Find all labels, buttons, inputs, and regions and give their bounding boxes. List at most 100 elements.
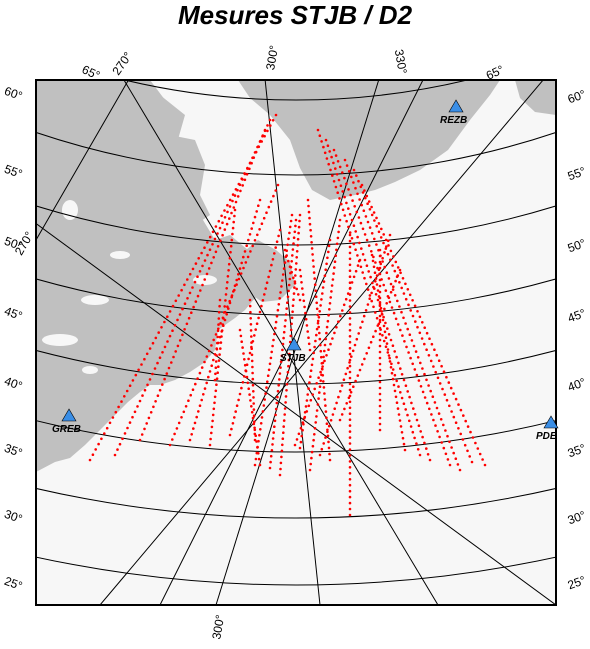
track-point: [317, 316, 321, 319]
track-point: [279, 360, 283, 364]
track-point: [325, 262, 328, 266]
track-point: [397, 413, 401, 416]
track-point: [191, 388, 195, 392]
track-point: [274, 326, 277, 330]
track-point: [88, 458, 92, 462]
track-point: [284, 401, 287, 404]
track-point: [284, 313, 288, 316]
track-point: [342, 303, 346, 307]
track-point: [103, 432, 106, 435]
track-point: [441, 387, 444, 391]
track-point: [245, 173, 249, 176]
track-point: [315, 333, 318, 337]
track-point: [324, 404, 327, 407]
track-point: [419, 361, 422, 365]
track-point: [253, 239, 257, 242]
track-point: [365, 238, 369, 242]
track-point: [208, 443, 212, 447]
track-point: [314, 295, 318, 299]
track-point: [161, 351, 164, 354]
track-point: [358, 198, 361, 201]
track-point: [97, 442, 100, 446]
track-point: [359, 221, 363, 225]
track-point: [248, 393, 251, 396]
track-point: [338, 218, 342, 222]
track-point: [256, 446, 259, 449]
track-point: [429, 359, 433, 363]
track-point: [378, 422, 382, 426]
track-point: [345, 402, 349, 405]
track-point: [351, 199, 354, 202]
track-point: [365, 194, 369, 198]
track-point: [228, 198, 232, 202]
track-point: [356, 374, 360, 377]
triangle-icon: [286, 337, 302, 351]
track-point: [246, 381, 250, 385]
track-point: [328, 452, 331, 456]
track-point: [281, 342, 285, 346]
track-point: [192, 427, 195, 430]
track-point: [114, 410, 118, 414]
track-point: [272, 338, 275, 342]
track-point: [138, 438, 142, 442]
track-point: [356, 235, 359, 239]
track-point: [156, 394, 160, 398]
track-point: [230, 238, 234, 242]
track-point: [288, 265, 292, 269]
track-point: [359, 326, 362, 329]
track-point: [412, 407, 415, 410]
track-point: [288, 352, 291, 356]
track-point: [454, 421, 458, 425]
track-point: [111, 416, 115, 419]
track-point: [332, 180, 336, 183]
track-point: [363, 276, 366, 280]
track-point: [406, 288, 410, 291]
track-point: [296, 243, 300, 247]
track-point: [250, 341, 253, 344]
triangle-icon: [448, 99, 464, 113]
track-point: [374, 329, 377, 333]
track-point: [395, 401, 399, 405]
track-point: [242, 255, 245, 259]
track-point: [286, 243, 289, 247]
lake: [82, 366, 98, 374]
track-point: [361, 227, 365, 231]
track-point: [442, 446, 446, 450]
track-point: [311, 253, 314, 256]
track-point: [445, 375, 448, 379]
track-point: [391, 264, 394, 267]
track-point: [187, 316, 191, 320]
track-point: [399, 271, 402, 275]
track-point: [252, 414, 256, 418]
track-point: [309, 369, 313, 373]
track-point: [442, 370, 446, 374]
track-point: [220, 335, 223, 338]
track-point: [368, 294, 372, 297]
track-point: [382, 324, 386, 328]
track-point: [427, 354, 431, 357]
track-point: [210, 261, 213, 265]
track-point: [128, 421, 132, 424]
track-point: [315, 307, 319, 311]
track-point: [378, 308, 382, 312]
track-point: [325, 325, 329, 329]
track-point: [466, 425, 470, 428]
track-point: [402, 292, 406, 295]
track-point: [334, 185, 338, 189]
track-point: [228, 433, 232, 437]
track-point: [177, 294, 180, 297]
track-point: [218, 353, 221, 356]
track-point: [241, 381, 245, 384]
track-point: [391, 377, 395, 381]
track-point: [407, 303, 410, 307]
track-point: [418, 315, 422, 319]
track-point: [259, 428, 262, 431]
track-point: [214, 333, 218, 336]
track-point: [358, 368, 362, 372]
track-point: [236, 195, 240, 198]
track-point: [279, 467, 282, 471]
track-point: [236, 188, 239, 192]
track-point: [223, 228, 227, 231]
track-point: [344, 297, 348, 301]
track-point: [351, 349, 355, 353]
